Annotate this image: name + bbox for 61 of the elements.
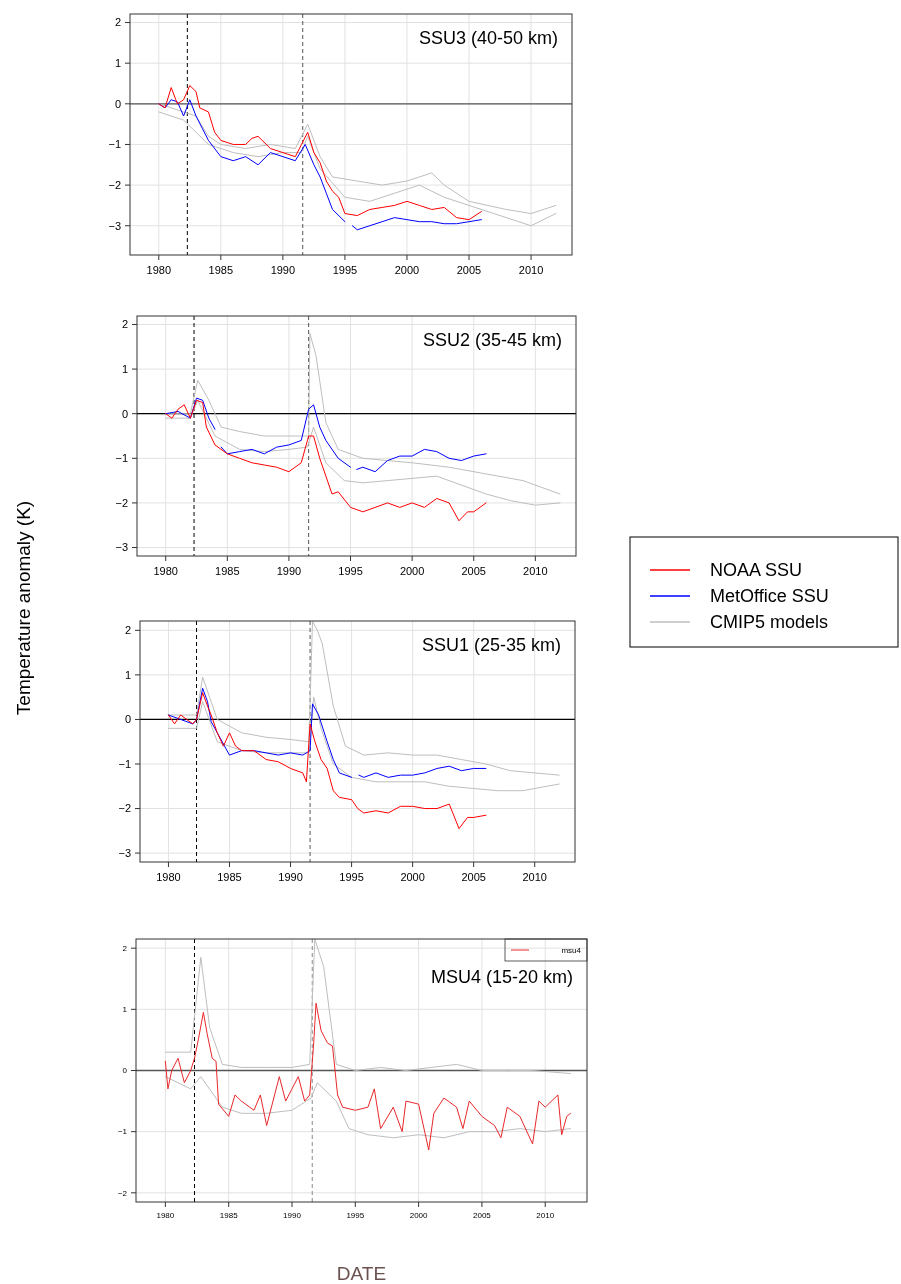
y-tick-label: 0 [114,97,121,110]
x-tick-label: 1990 [276,565,302,577]
y-tick-label: 0 [122,1066,128,1076]
annotation: MSU4 (15-20 km) [430,967,573,987]
y-tick-label: −2 [118,802,131,815]
annotation: SSU2 (35-45 km) [422,330,562,350]
x-tick-label: 2000 [409,1211,429,1220]
x-tick-label: 1985 [217,871,242,883]
legend-label: MetOffice SSU [710,586,829,607]
legend-label: CMIP5 models [710,612,829,633]
x-tick-label: 1980 [146,264,172,276]
y-tick-label: 1 [114,57,121,70]
y-tick-label: −3 [118,846,131,859]
y-tick-label: −2 [117,1188,128,1198]
x-tick-label: 1980 [156,1211,175,1220]
y-tick-label: −1 [108,138,121,151]
y-tick-label: −3 [115,541,128,554]
y-tick-label: −3 [108,219,121,232]
x-tick-label: 2010 [523,565,548,577]
y-tick-label: 2 [114,16,121,29]
x-tick-label: 2010 [522,871,547,883]
x-tick-label: 1990 [278,871,303,883]
x-tick-label: 2000 [394,264,420,276]
y-tick-label: 1 [124,668,131,681]
y-tick-label: 1 [122,1005,128,1015]
y-tick-label: 2 [121,318,128,331]
y-tick-label: 0 [121,407,128,420]
legend-label: NOAA SSU [710,560,803,581]
x-tick-label: 1995 [332,264,358,276]
y-tick-label: −1 [118,757,131,770]
x-tick-label: 2005 [461,871,486,883]
y-tick-label: 2 [122,943,128,953]
x-tick-label: 1995 [338,565,363,577]
text: msu4 [561,945,582,955]
x-tick-label: 1995 [339,871,364,883]
x-tick-label: 2000 [399,565,425,577]
y-tick-label: 1 [121,362,128,375]
y-tick-label: 0 [124,713,131,726]
annotation: SSU1 (25-35 km) [421,635,561,655]
y-tick-label: 2 [124,624,131,637]
y-tick-label: −2 [108,178,121,191]
y-tick-label: −2 [115,496,128,509]
x-tick-label: 2010 [518,264,544,276]
x-tick-label: 2005 [473,1211,492,1220]
y-axis-title: Temperature anomaly (K) [13,500,34,716]
x-tick-label: 1980 [153,565,178,577]
x-tick-label: 1985 [215,565,240,577]
annotation: SSU3 (40-50 km) [418,28,558,48]
x-tick-label: 1995 [346,1211,365,1220]
y-tick-label: −1 [115,452,128,465]
x-axis-title: DATE [336,1263,387,1284]
x-tick-label: 1990 [283,1211,302,1220]
y-tick-label: −1 [117,1127,128,1137]
x-tick-label: 1985 [219,1211,239,1220]
x-tick-label: 1980 [156,871,181,883]
x-tick-label: 1990 [270,264,296,276]
x-tick-label: 2010 [536,1211,555,1220]
x-tick-label: 2000 [400,871,425,883]
x-tick-label: 2005 [461,565,486,577]
x-tick-label: 1985 [208,264,234,276]
x-tick-label: 2005 [456,264,482,276]
